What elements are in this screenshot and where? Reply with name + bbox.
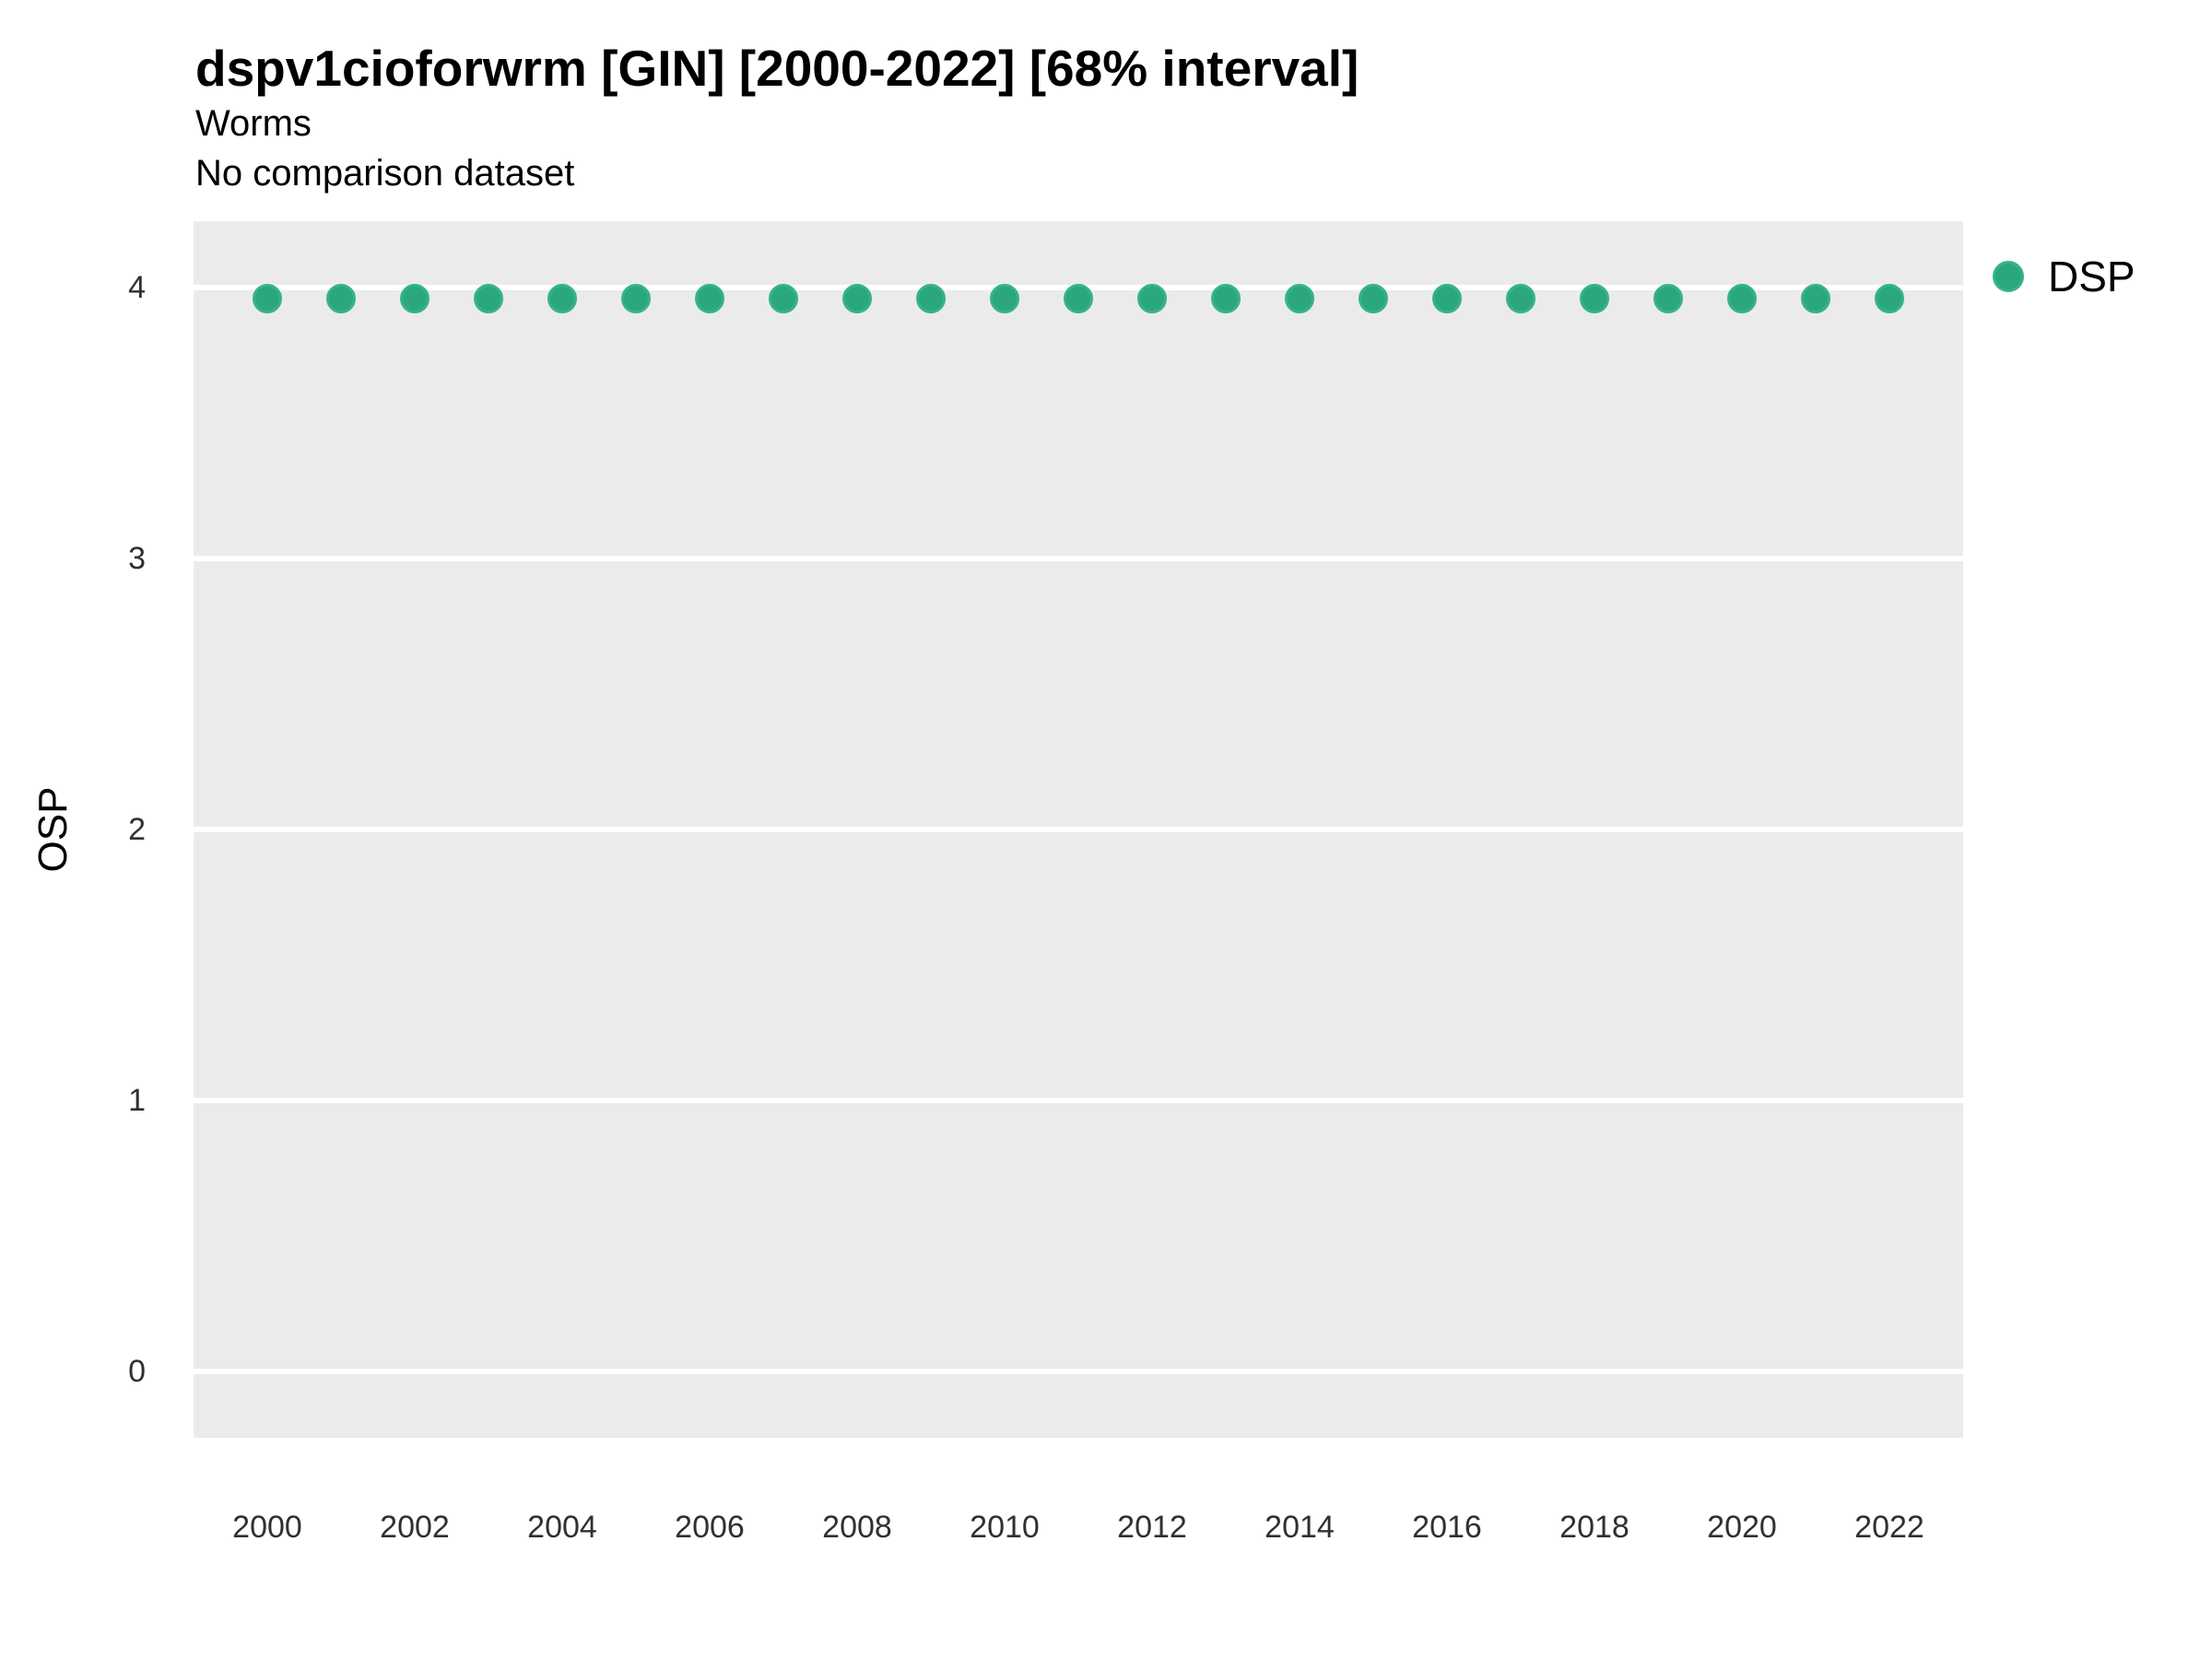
legend-marker-dsp-icon <box>1993 261 2024 292</box>
x-tick-label-2014: 2014 <box>1265 1510 1335 1545</box>
data-point-2006 <box>695 283 724 313</box>
chart-subtitle: Worms <box>195 103 312 144</box>
x-tick-label-2022: 2022 <box>1854 1510 1924 1545</box>
data-point-2009 <box>916 283 946 313</box>
x-tick-label-2018: 2018 <box>1559 1510 1630 1545</box>
data-point-2005 <box>621 283 651 313</box>
data-point-2007 <box>769 283 798 313</box>
data-point-2002 <box>400 283 429 313</box>
legend: DSP <box>1993 255 2136 298</box>
plot-panel <box>194 221 1963 1438</box>
data-point-2017 <box>1506 283 1535 313</box>
data-point-2010 <box>990 283 1019 313</box>
x-tick-label-2004: 2004 <box>527 1510 597 1545</box>
x-tick-label-2006: 2006 <box>675 1510 745 1545</box>
gridline-y-3 <box>194 556 1963 561</box>
data-point-2013 <box>1211 283 1241 313</box>
data-point-2015 <box>1359 283 1388 313</box>
data-point-2022 <box>1875 283 1904 313</box>
y-tick-label-3: 3 <box>128 541 146 576</box>
data-point-2001 <box>326 283 356 313</box>
y-tick-label-2: 2 <box>128 812 146 847</box>
x-tick-label-2020: 2020 <box>1707 1510 1777 1545</box>
legend-label: DSP <box>2048 253 2136 300</box>
data-point-2020 <box>1727 283 1757 313</box>
gridline-y-1 <box>194 1097 1963 1103</box>
gridline-y-0 <box>194 1368 1963 1374</box>
data-point-2021 <box>1801 283 1830 313</box>
x-tick-label-2016: 2016 <box>1412 1510 1482 1545</box>
data-point-2004 <box>547 283 577 313</box>
x-tick-label-2008: 2008 <box>822 1510 892 1545</box>
data-point-2018 <box>1580 283 1609 313</box>
y-tick-label-1: 1 <box>128 1082 146 1118</box>
gridline-y-2 <box>194 827 1963 832</box>
data-point-2016 <box>1432 283 1462 313</box>
x-tick-label-2000: 2000 <box>232 1510 302 1545</box>
data-point-2012 <box>1137 283 1167 313</box>
y-tick-label-0: 0 <box>128 1353 146 1389</box>
chart-title: dspv1cioforwrm [GIN] [2000-2022] [68% in… <box>195 40 1359 97</box>
x-tick-label-2010: 2010 <box>970 1510 1040 1545</box>
y-tick-label-4: 4 <box>128 270 146 306</box>
x-tick-label-2012: 2012 <box>1117 1510 1187 1545</box>
data-point-2008 <box>842 283 872 313</box>
data-point-2014 <box>1285 283 1314 313</box>
data-point-2019 <box>1653 283 1683 313</box>
chart-note: No comparison dataset <box>195 153 575 194</box>
x-tick-label-2002: 2002 <box>380 1510 450 1545</box>
data-point-2011 <box>1064 283 1093 313</box>
y-axis-title: OSP <box>30 786 76 873</box>
points-layer <box>194 221 1963 1438</box>
data-point-2000 <box>253 283 282 313</box>
data-point-2003 <box>474 283 503 313</box>
